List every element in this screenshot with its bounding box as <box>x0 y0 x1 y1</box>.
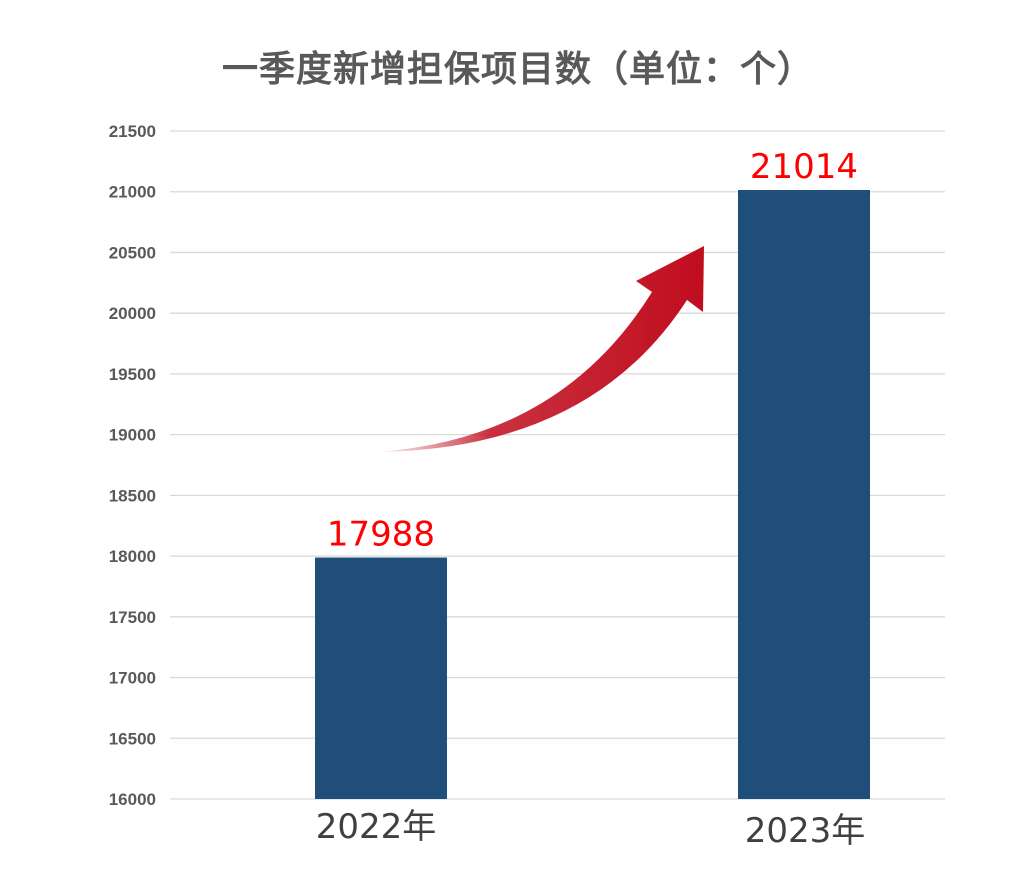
x-category-label: 2022年 <box>316 807 437 847</box>
bar-value-label: 21014 <box>750 147 858 187</box>
y-tick-label: 16000 <box>109 790 156 809</box>
y-tick-label: 21000 <box>109 183 156 202</box>
y-tick-label: 21500 <box>109 122 156 141</box>
y-tick-label: 18000 <box>109 547 156 566</box>
bar-2 <box>738 190 870 799</box>
bar-value-label: 17988 <box>327 515 435 555</box>
y-tick-label: 20500 <box>109 243 156 262</box>
y-tick-label: 19000 <box>109 426 156 445</box>
bar-1 <box>315 557 447 799</box>
y-tick-label: 16500 <box>109 729 156 748</box>
trend-arrow-icon <box>375 246 704 452</box>
x-category-label: 2023年 <box>745 811 866 851</box>
chart-title: 一季度新增担保项目数（单位：个） <box>221 49 814 90</box>
y-tick-label: 17000 <box>109 669 156 688</box>
y-tick-label: 19500 <box>109 365 156 384</box>
y-tick-label: 18500 <box>109 486 156 505</box>
y-tick-label: 20000 <box>109 304 156 323</box>
y-tick-label: 17500 <box>109 608 156 627</box>
